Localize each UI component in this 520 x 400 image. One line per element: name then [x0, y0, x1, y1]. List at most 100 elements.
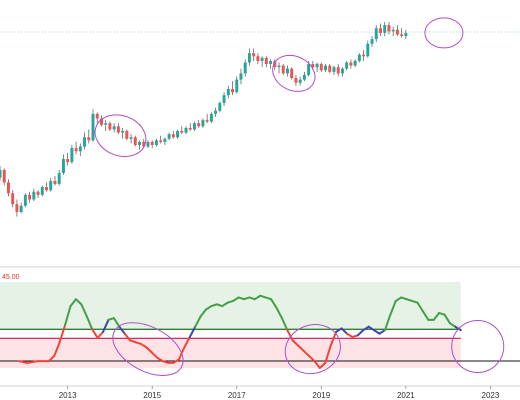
candle-body	[370, 39, 374, 44]
candle-body	[91, 113, 95, 141]
oscillator-segment	[150, 351, 159, 359]
candle	[150, 140, 154, 149]
candle-body	[66, 159, 70, 163]
candle	[383, 22, 387, 37]
oscillator-segment	[118, 325, 126, 335]
oscillator-segment	[454, 325, 462, 332]
candle-body	[74, 148, 78, 152]
oscillator-segment	[367, 325, 376, 332]
oscillator-lower-zone	[0, 338, 461, 368]
candle	[214, 107, 218, 117]
candle-body	[95, 113, 99, 119]
candle	[192, 121, 196, 131]
candle-body	[349, 62, 353, 66]
candle	[273, 59, 277, 71]
oscillator-segment	[308, 354, 316, 363]
candle-body	[264, 57, 268, 65]
x-tick-label: 2013	[59, 391, 77, 400]
oscillator-segment	[324, 344, 332, 364]
candle-body	[6, 182, 10, 194]
candle-body	[87, 137, 91, 141]
candle-body	[231, 88, 234, 93]
x-tick-label: 2023	[482, 391, 500, 400]
candle	[349, 59, 353, 69]
candle	[328, 64, 332, 74]
oscillator-segment	[340, 327, 348, 335]
candle	[121, 127, 125, 139]
candle-body	[256, 56, 260, 61]
candle-body	[357, 54, 361, 61]
candle-body	[197, 123, 201, 127]
oscillator-segment	[356, 329, 365, 337]
candle	[345, 60, 349, 71]
oscillator-segment	[297, 344, 305, 352]
candle-body	[336, 67, 340, 74]
candle-body	[70, 148, 74, 163]
candle-body	[0, 169, 2, 178]
candle-body	[311, 64, 315, 68]
oscillator-segment	[313, 360, 321, 369]
candle-body	[112, 126, 116, 130]
candle	[243, 59, 247, 77]
candle	[66, 152, 70, 166]
x-tick-label: 2021	[397, 391, 415, 400]
oscillator-segment	[194, 315, 202, 328]
oscillator-segment	[432, 311, 441, 321]
candle-body	[286, 68, 289, 74]
candle	[256, 53, 260, 65]
candle-body	[171, 134, 175, 138]
oscillator-segment	[286, 329, 294, 342]
oscillator-segment	[318, 361, 327, 369]
candle-body	[116, 126, 120, 133]
oscillator-segment	[26, 360, 39, 364]
candle	[231, 81, 234, 96]
candle-body	[332, 67, 336, 72]
candle-body	[40, 187, 44, 195]
candle	[298, 76, 302, 86]
oscillator-segment	[416, 301, 424, 313]
oscillator-segment	[394, 296, 403, 302]
oscillator-segment	[172, 358, 180, 364]
candle	[324, 64, 328, 72]
oscillator-segment	[139, 342, 148, 349]
candle	[112, 123, 116, 133]
candle-body	[247, 53, 251, 63]
candle-body	[298, 79, 302, 83]
oscillator-segment	[96, 330, 105, 339]
oscillator-segment	[291, 339, 300, 347]
candle	[226, 85, 230, 99]
candle-body	[222, 95, 226, 103]
candle-body	[121, 131, 125, 133]
candle-body	[302, 74, 306, 80]
candle	[218, 101, 222, 113]
candle-body	[28, 194, 32, 200]
candle-body	[45, 187, 48, 191]
candle-body	[319, 64, 323, 71]
candle	[2, 168, 6, 186]
candle-body	[379, 28, 382, 33]
candle	[70, 145, 74, 164]
candle	[171, 131, 175, 139]
oscillator-segment	[112, 317, 121, 328]
candle-body	[104, 123, 108, 125]
candle-body	[61, 159, 65, 174]
candle	[197, 120, 201, 128]
candle	[78, 143, 82, 156]
candle-body	[315, 64, 319, 68]
candle-body	[180, 131, 184, 133]
candle-body	[163, 138, 167, 142]
candle	[239, 68, 243, 85]
candle	[19, 202, 23, 214]
price-pane	[0, 17, 520, 217]
candle-body	[53, 180, 57, 184]
candle	[357, 53, 361, 63]
candle	[366, 40, 370, 58]
candle-body	[239, 73, 243, 80]
candle-body	[19, 205, 23, 212]
x-tick-label: 2015	[143, 391, 161, 400]
candle-body	[36, 191, 40, 195]
oscillator-segment	[383, 313, 392, 332]
candle	[176, 129, 180, 139]
oscillator-segment	[329, 330, 338, 347]
oscillator-segment	[18, 360, 29, 364]
